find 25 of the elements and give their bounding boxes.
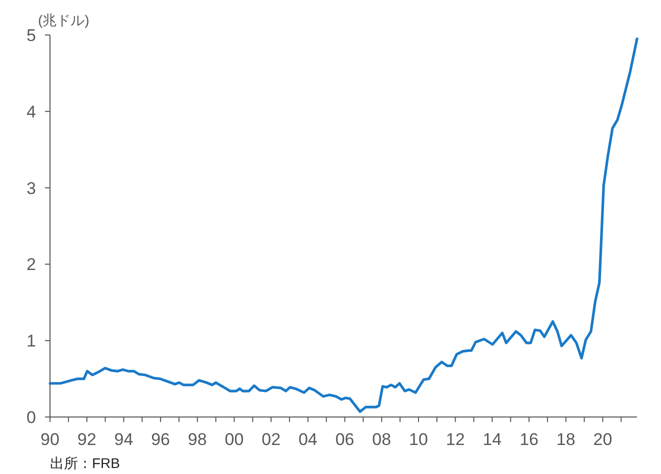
y-tick-label: 1: [26, 332, 36, 351]
x-tick-label: 02: [262, 430, 281, 449]
x-tick-label: 06: [335, 430, 354, 449]
text: 出所：FRB: [50, 455, 120, 471]
x-tick-label: 14: [482, 430, 502, 449]
y-axis-title: (兆ドル): [38, 12, 90, 28]
x-tick-label: 12: [446, 430, 465, 449]
x-tick-label: 08: [372, 430, 392, 449]
y-tick-label: 5: [26, 26, 36, 45]
x-tick-label: 96: [151, 430, 170, 449]
y-tick-label: 2: [26, 255, 36, 274]
y-tick-label: 0: [26, 408, 36, 427]
x-tick-label: 18: [556, 430, 576, 449]
x-tick-label: 20: [593, 430, 612, 449]
x-tick-label: 00: [224, 430, 244, 449]
x-tick-label: 98: [188, 430, 207, 449]
x-tick-label: 16: [520, 430, 538, 449]
y-tick-label: 3: [26, 178, 36, 198]
x-tick-label: 10: [409, 430, 428, 449]
line-series: [48, 38, 638, 413]
y-tick-label: 4: [26, 102, 36, 122]
x-tick-label: 90: [40, 430, 60, 449]
x-tick-label: 94: [114, 430, 134, 449]
x-tick-label: 92: [77, 430, 96, 449]
x-tick-label: 04: [298, 430, 318, 449]
